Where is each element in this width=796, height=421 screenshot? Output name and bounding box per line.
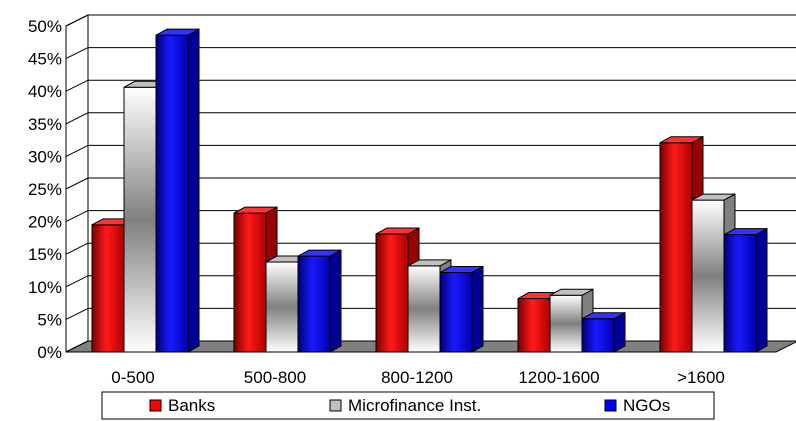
y-tick-label: 20% <box>28 213 62 232</box>
bar-front <box>659 142 693 353</box>
gridline-side <box>65 210 89 223</box>
bar-top <box>723 228 768 236</box>
axes: 0% 5% 10% 15% 20% 25% 30% 35% 40% 45% 50% 0-500 500-… <box>28 17 725 387</box>
bar-front <box>517 298 551 353</box>
bar-front <box>297 255 331 353</box>
bars <box>91 28 768 353</box>
bar-top <box>691 193 736 201</box>
legend-swatch <box>604 399 617 412</box>
x-tick-label: >1600 <box>677 368 725 387</box>
y-tick-label: 5% <box>37 310 62 329</box>
bar-top <box>375 227 420 235</box>
gridline-side <box>65 79 89 92</box>
gridline-side <box>65 112 89 125</box>
bar-top <box>233 206 278 214</box>
bar-side <box>329 249 342 353</box>
bar-ngos-4 <box>723 227 768 353</box>
bar-ngos-3 <box>581 311 626 353</box>
bar-side <box>755 227 768 353</box>
x-tick-label: 500-800 <box>244 368 306 387</box>
bar-side <box>613 311 626 353</box>
legend-item: Microfinance Inst. <box>329 396 481 415</box>
gridline-side <box>65 14 89 27</box>
y-tick-label: 50% <box>28 17 62 36</box>
bar-ngos-1 <box>297 249 342 353</box>
bar-ngos-0 <box>155 28 200 353</box>
bar-front <box>549 294 583 353</box>
legend-item: NGOs <box>604 396 670 415</box>
gridline-side <box>65 144 89 157</box>
bar-front <box>439 271 473 353</box>
gridline-side <box>65 177 89 190</box>
y-tick-label: 35% <box>28 115 62 134</box>
legend-label: Microfinance Inst. <box>348 396 481 415</box>
y-tick-label: 30% <box>28 147 62 166</box>
legend-swatch <box>329 399 342 412</box>
bar-side <box>187 28 200 353</box>
bar-front <box>723 234 757 353</box>
bar-front <box>581 318 615 353</box>
y-tick-label: 10% <box>28 278 62 297</box>
bar-side <box>471 265 484 353</box>
bar-front <box>155 34 189 353</box>
legend: Banks Microfinance Inst. NGOs <box>101 391 715 420</box>
bar-top <box>407 259 452 267</box>
gridline-side <box>65 307 89 320</box>
bar-top <box>581 312 626 320</box>
gridline-side <box>65 275 89 288</box>
bar-top <box>155 28 200 36</box>
bar-top <box>549 288 594 296</box>
bar-front <box>233 212 267 353</box>
bar-front <box>265 261 299 353</box>
bar-front <box>375 233 409 353</box>
legend-swatch <box>149 399 162 412</box>
bar-ngos-2 <box>439 265 484 353</box>
y-tick-label: 15% <box>28 245 62 264</box>
bar-front <box>91 224 125 353</box>
legend-label: Banks <box>168 396 215 415</box>
x-tick-label: 0-500 <box>111 368 154 387</box>
legend-item: Banks <box>149 396 215 415</box>
y-tick-label: 25% <box>28 180 62 199</box>
bar-front <box>123 86 157 353</box>
legend-label: NGOs <box>623 396 670 415</box>
y-tick-label: 40% <box>28 82 62 101</box>
bar-top <box>297 249 342 257</box>
gridline-side <box>65 47 89 60</box>
y-tick-label: 45% <box>28 50 62 69</box>
bar-top <box>439 265 484 273</box>
x-tick-label: 800-1200 <box>381 368 453 387</box>
bar-top <box>659 136 704 144</box>
bar-front <box>407 265 441 353</box>
gridline-side <box>65 242 89 255</box>
x-tick-label: 1200-1600 <box>518 368 599 387</box>
bar-microfinance-inst--3 <box>549 288 594 353</box>
bar-front <box>691 199 725 353</box>
y-tick-label: 0% <box>37 343 62 362</box>
